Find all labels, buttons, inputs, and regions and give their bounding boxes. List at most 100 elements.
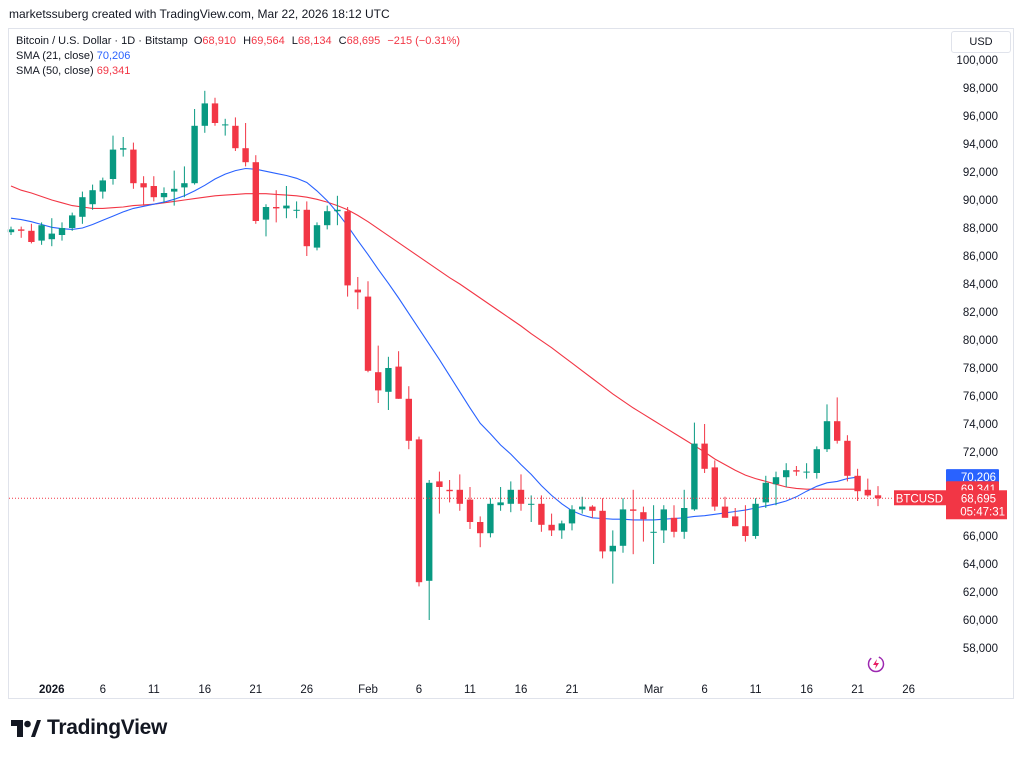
candle <box>385 356 392 410</box>
candle <box>99 177 106 199</box>
price-tick-label: 76,000 <box>963 391 998 403</box>
change-value: −215 (−0.31%) <box>387 35 461 47</box>
price-tick-label: 94,000 <box>963 139 998 151</box>
currency-button[interactable]: USD <box>951 31 1011 53</box>
legend-symbol-row[interactable]: Bitcoin / U.S. Dollar · 1D · Bitstamp O6… <box>16 34 460 49</box>
time-tick-label: 11 <box>148 684 160 696</box>
candle <box>7 226 15 235</box>
symbol-tag <box>894 490 946 506</box>
candle <box>38 222 45 245</box>
candle <box>130 142 137 189</box>
candle-body <box>783 470 790 478</box>
candle <box>109 135 117 185</box>
candle <box>466 487 474 529</box>
candle-body <box>558 523 565 531</box>
candle <box>436 471 443 514</box>
candle <box>303 201 310 256</box>
candle-body <box>650 531 657 533</box>
candle <box>742 505 749 542</box>
countdown-label: 05:47:31 <box>960 506 1005 518</box>
candle-body <box>548 524 555 531</box>
candle <box>375 345 382 403</box>
candle-body <box>752 503 759 536</box>
candle-body <box>222 124 229 126</box>
symbol-title: Bitcoin / U.S. Dollar · 1D · Bitstamp <box>16 35 188 47</box>
time-tick-label: 26 <box>300 684 313 696</box>
chart-frame <box>8 28 1014 699</box>
candle-body <box>507 489 514 504</box>
candle <box>844 435 851 482</box>
high-label: H <box>243 35 252 47</box>
candle <box>140 176 147 206</box>
candle <box>232 117 239 151</box>
candle <box>640 506 647 542</box>
candle <box>242 123 249 167</box>
candle-body <box>487 503 494 534</box>
price-tick-label: 62,000 <box>963 587 998 599</box>
candle-body <box>140 183 147 188</box>
candle-body <box>18 229 25 231</box>
candle <box>732 508 739 527</box>
candle <box>160 187 168 203</box>
legend-sma50-row[interactable]: SMA (50, close) 69,341 <box>16 64 460 79</box>
candle-body <box>150 186 157 198</box>
candle-body <box>28 230 35 242</box>
candle-body <box>120 148 127 150</box>
price-tick-label: 80,000 <box>963 335 998 347</box>
candle <box>701 424 708 473</box>
tradingview-logo-icon <box>11 719 41 737</box>
candle <box>364 281 372 373</box>
price-tick-label: 60,000 <box>963 615 998 627</box>
candle <box>670 505 678 538</box>
candle <box>579 496 586 514</box>
candle <box>630 489 637 555</box>
candle <box>599 498 606 559</box>
low-value: 68,134 <box>297 35 332 47</box>
time-tick-label: 16 <box>800 684 813 696</box>
candle <box>752 498 759 539</box>
candle-body <box>354 289 361 293</box>
candle <box>344 207 351 297</box>
candle-body <box>364 296 372 371</box>
candle <box>191 109 198 185</box>
candle-body <box>232 125 239 149</box>
candle <box>334 195 341 226</box>
candle-body <box>681 508 688 532</box>
time-tick-label: Feb <box>358 684 378 696</box>
price-tick-label: 74,000 <box>963 419 998 431</box>
candle-body <box>211 103 219 123</box>
time-tick-label: 21 <box>566 684 579 696</box>
legend-sma21-row[interactable]: SMA (21, close) 70,206 <box>16 49 460 64</box>
symbol-tag-label: BTCUSD <box>896 493 943 505</box>
candle <box>171 170 178 206</box>
candle-body <box>242 148 249 163</box>
candle <box>589 505 596 518</box>
candle <box>181 166 188 198</box>
candle-body <box>599 510 606 552</box>
candle-body <box>130 149 137 184</box>
candle <box>446 480 453 503</box>
candle-body <box>344 211 351 286</box>
time-tick-label: 26 <box>902 684 915 696</box>
tradingview-logo[interactable]: TradingView <box>11 716 167 740</box>
candle-body <box>58 228 66 235</box>
candle <box>283 186 290 219</box>
candle-body <box>375 372 382 391</box>
price-tick-label: 66,000 <box>963 531 998 543</box>
candle <box>28 223 35 244</box>
candle <box>222 118 229 136</box>
candle <box>762 475 769 508</box>
candle-body <box>273 207 280 209</box>
time-tick-label: Mar <box>644 684 664 696</box>
candle <box>517 474 525 511</box>
candle <box>650 505 657 564</box>
candle-body <box>517 489 525 504</box>
price-tick-label: 58,000 <box>963 643 998 655</box>
candle <box>354 277 361 310</box>
time-tick-label: 6 <box>100 684 106 696</box>
candle-body <box>711 467 718 507</box>
candle-body <box>181 183 188 188</box>
candle-body <box>609 545 616 552</box>
candle <box>568 505 576 531</box>
